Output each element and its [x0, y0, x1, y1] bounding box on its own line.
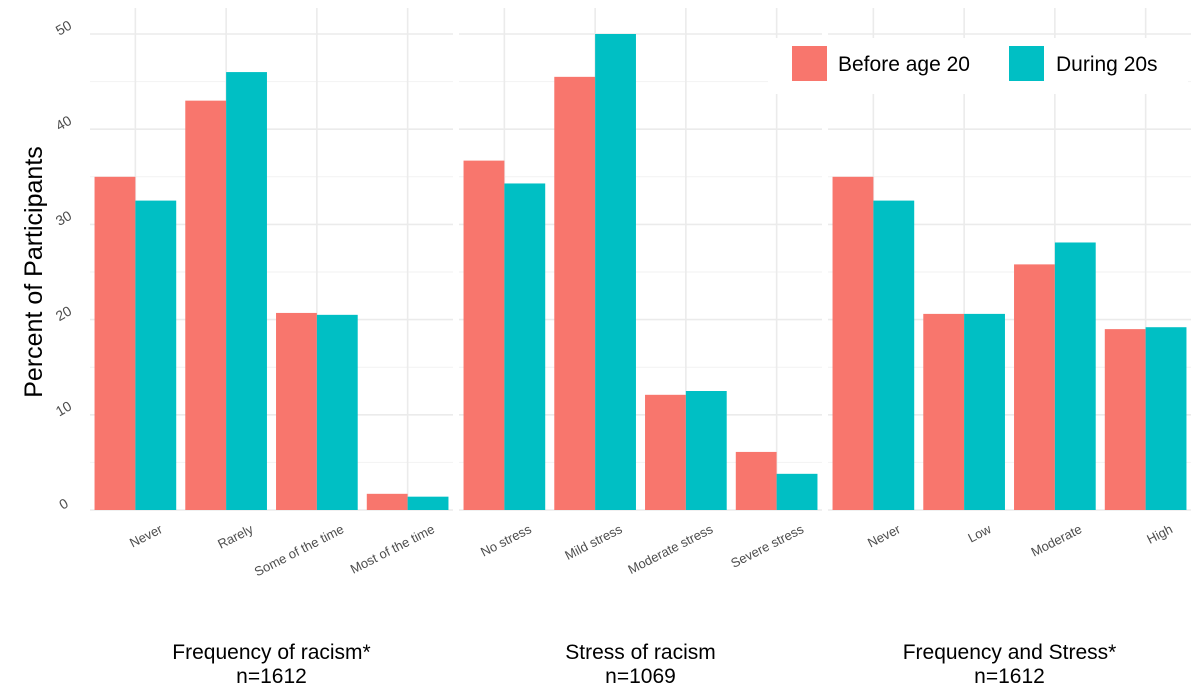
bar-during-20s: [407, 496, 449, 510]
bar-before-age-20: [554, 76, 596, 510]
bar-before-age-20: [735, 451, 777, 510]
x-tick-label: Never: [865, 521, 903, 550]
bar-during-20s: [135, 200, 177, 510]
legend-label-before: Before age 20: [838, 53, 970, 76]
x-tick-label: Moderate: [1028, 521, 1084, 559]
bar-during-20s: [595, 34, 636, 510]
legend-label-during: During 20s: [1056, 53, 1158, 76]
bar-during-20s: [873, 200, 915, 510]
bar-before-age-20: [832, 176, 874, 511]
x-tick-label: Rarely: [215, 521, 256, 552]
bar-during-20s: [964, 313, 1005, 510]
bar-before-age-20: [1014, 264, 1055, 510]
bar-before-age-20: [366, 493, 408, 510]
panel-subtitle: n=1069: [605, 665, 676, 688]
bar-during-20s: [1054, 242, 1096, 510]
legend-background: [768, 38, 1188, 94]
bar-before-age-20: [276, 312, 317, 510]
bar-during-20s: [316, 314, 358, 510]
x-tick-label: High: [1144, 521, 1175, 547]
y-tick-label: 0: [56, 495, 71, 513]
y-tick-label: 40: [53, 112, 75, 134]
bar-during-20s: [685, 391, 727, 510]
x-tick-label: Mild stress: [562, 521, 625, 563]
legend-swatch-before: [792, 46, 827, 81]
x-tick-label: Some of the time: [252, 521, 346, 579]
panel-subtitle: n=1612: [236, 665, 307, 688]
x-tick-label: Low: [965, 521, 994, 545]
bar-during-20s: [504, 183, 546, 511]
panel-title: Frequency and Stress*: [903, 641, 1117, 664]
bars: [94, 34, 1187, 511]
x-tick-label: Never: [127, 521, 165, 550]
y-tick-label: 30: [53, 207, 75, 229]
bar-during-20s: [226, 72, 267, 510]
legend-swatch-during: [1009, 46, 1044, 81]
x-tick-label: Severe stress: [728, 521, 806, 571]
bar-during-20s: [1145, 327, 1187, 510]
x-tick-label: Moderate stress: [625, 521, 715, 577]
bar-before-age-20: [463, 160, 505, 510]
bar-before-age-20: [185, 100, 227, 510]
y-axis-ticks: 0 10 20 30 40 50: [53, 17, 75, 513]
bar-before-age-20: [645, 394, 686, 510]
x-tick-label: Most of the time: [348, 521, 437, 576]
y-axis-label: Percent of Participants: [20, 146, 48, 398]
y-tick-label: 50: [53, 17, 75, 39]
panel-title: Stress of racism: [565, 641, 716, 664]
panel-subtitle: n=1612: [974, 665, 1045, 688]
bar-before-age-20: [94, 176, 136, 511]
bar-during-20s: [776, 473, 818, 510]
bar-before-age-20: [1104, 329, 1146, 510]
legend: Before age 20 During 20s: [768, 38, 1188, 94]
x-tick-label: No stress: [478, 521, 534, 560]
panel-title: Frequency of racism*: [172, 641, 370, 664]
y-tick-label: 20: [53, 302, 75, 324]
bar-before-age-20: [923, 313, 965, 510]
y-tick-label: 10: [53, 398, 75, 420]
